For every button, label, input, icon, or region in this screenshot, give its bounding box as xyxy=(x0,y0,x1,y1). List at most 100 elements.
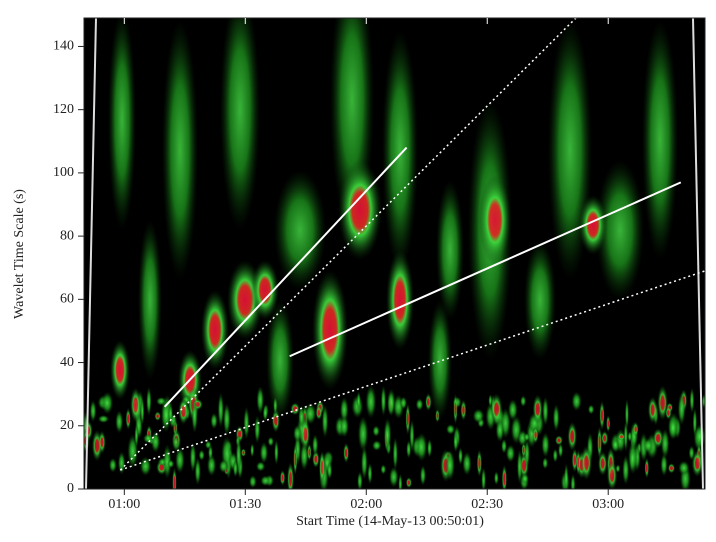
blob xyxy=(286,461,295,489)
blob xyxy=(117,451,126,475)
blob xyxy=(162,444,172,480)
blob xyxy=(472,408,485,424)
blob xyxy=(254,415,261,444)
blob xyxy=(552,403,560,432)
blob xyxy=(339,396,349,423)
blob xyxy=(425,393,432,412)
blob xyxy=(427,438,433,458)
blob xyxy=(251,260,279,320)
blob xyxy=(266,300,294,420)
blob xyxy=(178,397,189,425)
blob xyxy=(356,391,361,412)
blob xyxy=(206,454,217,477)
blob xyxy=(657,385,668,421)
blob xyxy=(232,459,238,478)
blob xyxy=(571,391,582,412)
blob xyxy=(462,451,472,476)
blob xyxy=(419,465,426,486)
blob xyxy=(357,471,363,489)
blob xyxy=(668,416,678,440)
blob xyxy=(677,392,686,426)
blob xyxy=(435,408,440,423)
blob xyxy=(360,445,368,480)
blob xyxy=(143,433,154,444)
blob xyxy=(505,444,516,463)
y-tick-label: 80 xyxy=(60,228,74,243)
plot-frame xyxy=(83,17,706,490)
blob xyxy=(587,404,595,415)
blob xyxy=(541,432,550,458)
blob xyxy=(382,30,418,270)
blob xyxy=(501,438,507,454)
blob xyxy=(458,447,463,465)
y-tick-label: 60 xyxy=(60,292,74,307)
blob xyxy=(644,457,650,479)
blob xyxy=(627,431,633,442)
blob xyxy=(386,250,414,350)
blob xyxy=(627,440,638,475)
blob xyxy=(606,414,611,433)
blob xyxy=(380,464,387,475)
blob xyxy=(191,399,198,434)
blob xyxy=(611,438,620,452)
blob xyxy=(642,20,678,260)
blob xyxy=(460,399,467,421)
blob xyxy=(273,396,278,415)
blob xyxy=(702,394,705,409)
blob xyxy=(691,449,703,478)
blob xyxy=(160,398,172,433)
blob xyxy=(312,270,348,390)
blob xyxy=(98,430,106,454)
blob xyxy=(665,405,672,420)
blob xyxy=(260,475,271,487)
blob xyxy=(415,398,424,411)
blob xyxy=(380,385,387,417)
blob xyxy=(218,459,229,474)
blob xyxy=(220,18,260,230)
blob xyxy=(398,473,403,489)
blob xyxy=(542,396,549,426)
blob xyxy=(415,432,428,462)
blob xyxy=(240,448,246,458)
fit-line xyxy=(163,146,408,408)
blob xyxy=(140,396,145,426)
blob xyxy=(365,384,377,419)
blob xyxy=(201,290,229,370)
blob xyxy=(495,418,504,442)
blob xyxy=(172,435,180,449)
blob xyxy=(298,405,305,428)
blob xyxy=(372,440,382,451)
blob xyxy=(315,405,323,421)
blob xyxy=(615,464,621,473)
cone-edge xyxy=(85,18,97,489)
blob xyxy=(580,445,593,481)
blob xyxy=(259,441,269,464)
blob xyxy=(262,405,268,422)
x-tick-label: 01:00 xyxy=(108,497,140,512)
cone-edge xyxy=(692,18,704,489)
blob xyxy=(563,462,569,489)
blob xyxy=(293,424,302,443)
blob xyxy=(134,423,139,448)
blob xyxy=(490,393,503,426)
blob xyxy=(524,240,556,360)
blob xyxy=(108,18,136,230)
blob xyxy=(256,461,266,472)
blob xyxy=(392,437,398,471)
fit-line xyxy=(119,18,577,471)
blob xyxy=(150,430,161,453)
blob xyxy=(405,402,411,436)
blob xyxy=(168,404,173,424)
blob xyxy=(130,387,142,423)
fit-line xyxy=(289,181,682,358)
blob xyxy=(162,20,198,280)
blob xyxy=(115,410,124,434)
blob xyxy=(101,391,114,415)
blob xyxy=(125,407,131,430)
blob xyxy=(453,393,458,425)
blob xyxy=(306,443,312,462)
y-axis-label: Wavelet Time Scale (s) xyxy=(12,189,27,319)
blob xyxy=(507,399,518,421)
